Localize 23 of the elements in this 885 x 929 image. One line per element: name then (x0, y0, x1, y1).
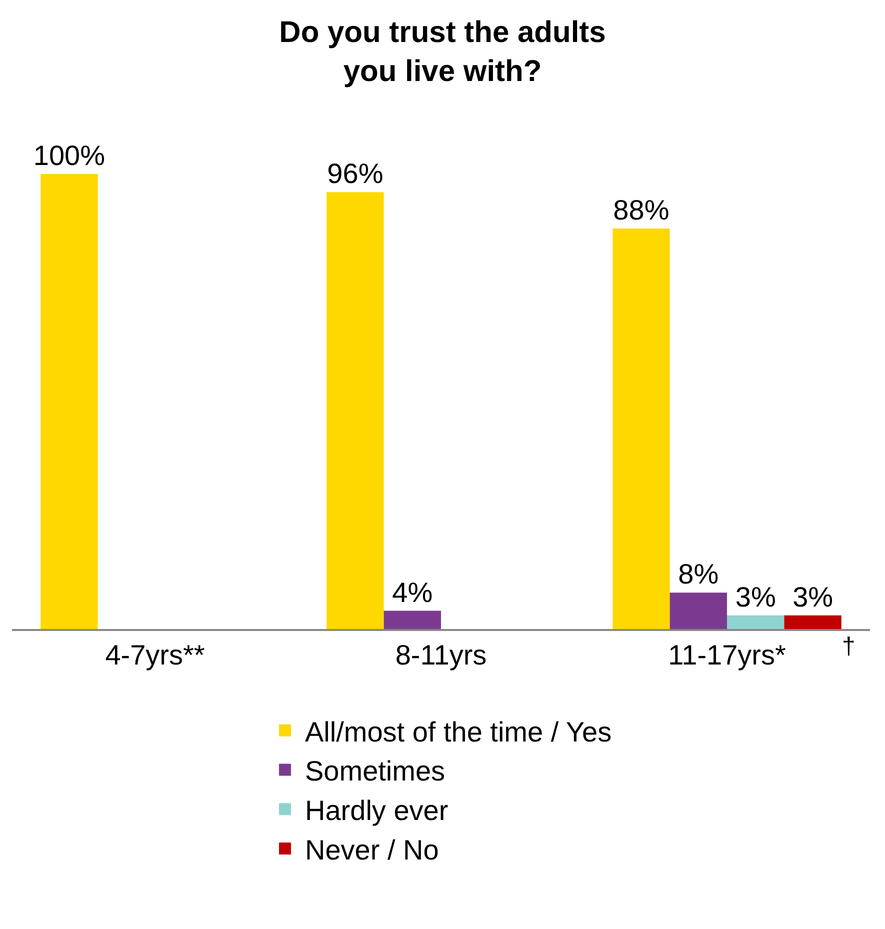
data-label: 8% (678, 558, 719, 590)
data-label: 96% (327, 158, 384, 190)
bar (727, 615, 784, 629)
data-label: 4% (392, 576, 433, 608)
x-tick-label: 8-11yrs (395, 640, 487, 671)
bar (784, 615, 842, 629)
data-label: 3% (792, 581, 834, 612)
bar (384, 610, 441, 629)
chart-title: Do you trust the adults you live with? (279, 16, 606, 88)
legend-label: All/most of the time / Yes (305, 716, 612, 748)
data-label: 3% (735, 581, 776, 612)
legend-label: Sometimes (305, 756, 446, 787)
data-label: 100% (33, 140, 106, 171)
text: † (842, 633, 856, 660)
x-tick-label: 11-17yrs* (668, 640, 786, 671)
data-label: 88% (613, 194, 670, 226)
bar (326, 192, 384, 629)
legend-label: Never / No (305, 834, 439, 866)
bar (40, 174, 98, 629)
bar (670, 592, 727, 629)
legend-label: Hardly ever (305, 795, 448, 826)
x-tick-label: 4-7yrs** (105, 640, 205, 671)
bar (612, 228, 670, 629)
